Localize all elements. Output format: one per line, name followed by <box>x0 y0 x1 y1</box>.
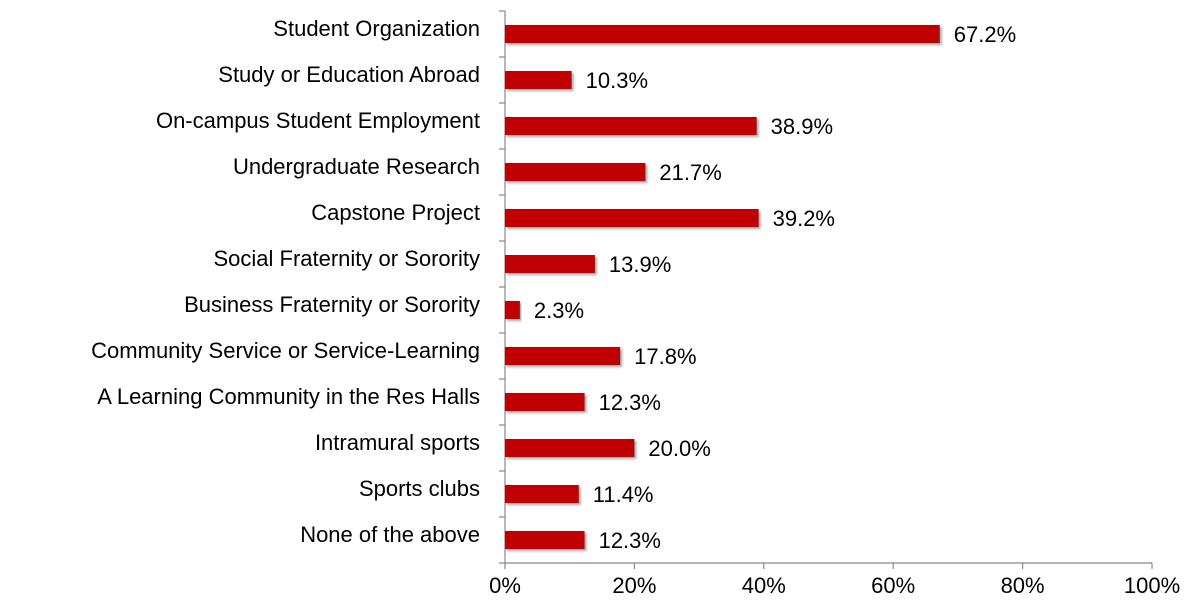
data-label: 17.8% <box>634 344 696 369</box>
bar <box>505 117 757 135</box>
bar <box>505 209 759 227</box>
bar <box>505 255 595 273</box>
data-label: 13.9% <box>609 252 671 277</box>
y-tick-label: Sports clubs <box>359 476 480 501</box>
bar <box>505 25 940 43</box>
y-tick-label: Study or Education Abroad <box>218 62 480 87</box>
bar <box>505 347 621 365</box>
x-tick-label: 100% <box>1124 573 1180 598</box>
y-tick-label: None of the above <box>300 522 480 547</box>
y-tick-label: Capstone Project <box>311 200 480 225</box>
y-tick-label: A Learning Community in the Res Halls <box>97 384 480 409</box>
bar <box>505 439 635 457</box>
data-label: 12.3% <box>599 390 661 415</box>
y-tick-label: Business Fraternity or Sorority <box>184 292 480 317</box>
bar <box>505 393 585 411</box>
bar <box>505 485 579 503</box>
data-label: 67.2% <box>954 22 1016 47</box>
x-tick-label: 40% <box>742 573 786 598</box>
data-label: 20.0% <box>648 436 710 461</box>
bar <box>505 71 572 89</box>
y-tick-label: Undergraduate Research <box>233 154 480 179</box>
data-label: 38.9% <box>771 114 833 139</box>
data-label: 21.7% <box>659 160 721 185</box>
x-tick-label: 60% <box>871 573 915 598</box>
y-tick-label: On-campus Student Employment <box>156 108 480 133</box>
y-tick-label: Community Service or Service-Learning <box>91 338 480 363</box>
bar <box>505 301 520 319</box>
y-tick-label: Social Fraternity or Sorority <box>213 246 480 271</box>
data-label: 39.2% <box>773 206 835 231</box>
data-label: 10.3% <box>586 68 648 93</box>
bar <box>505 531 585 549</box>
y-tick-label: Student Organization <box>273 16 480 41</box>
data-label: 12.3% <box>599 528 661 553</box>
data-label: 11.4% <box>593 482 654 507</box>
x-tick-label: 80% <box>1001 573 1045 598</box>
bar <box>505 163 646 181</box>
data-label: 2.3% <box>534 298 584 323</box>
x-tick-label: 0% <box>489 573 521 598</box>
x-tick-label: 20% <box>612 573 656 598</box>
y-tick-label: Intramural sports <box>315 430 480 455</box>
